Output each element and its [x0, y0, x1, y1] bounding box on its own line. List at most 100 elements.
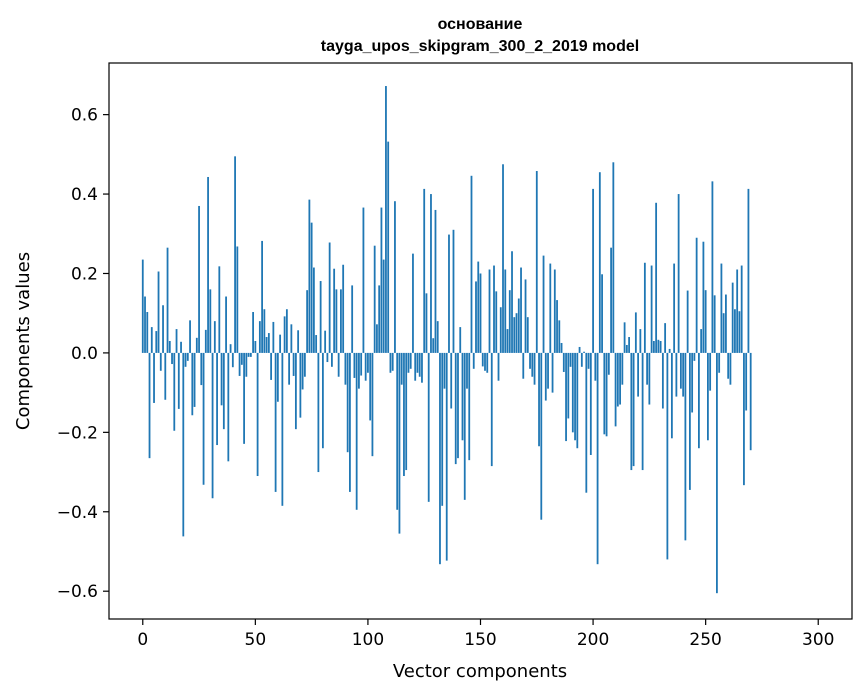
bar — [734, 309, 736, 353]
bar — [488, 269, 491, 353]
bar — [364, 352, 367, 381]
bar — [358, 352, 360, 389]
y-axis-ticks: −0.6 −0.4 −0.2 0.0 0.2 0.4 0.6 — [57, 106, 109, 602]
bar — [270, 352, 273, 380]
bar — [661, 352, 664, 409]
bar — [285, 309, 288, 353]
bar — [484, 352, 486, 371]
bar — [558, 320, 561, 353]
bar — [639, 329, 642, 353]
bar — [218, 266, 221, 353]
bar — [150, 327, 153, 353]
bar — [745, 352, 748, 411]
x-axis-label: Vector components — [393, 661, 567, 682]
bar — [461, 352, 464, 441]
bar — [693, 352, 696, 361]
bar — [547, 352, 549, 389]
bar — [331, 352, 333, 367]
bar — [463, 352, 466, 500]
x-tick-label: 150 — [464, 630, 496, 650]
bar — [587, 352, 590, 369]
bar — [655, 202, 658, 353]
bar — [668, 348, 671, 353]
x-tick-label: 100 — [352, 630, 384, 650]
bar — [513, 317, 516, 353]
bar — [702, 241, 705, 353]
bar — [524, 279, 527, 353]
bar — [376, 324, 378, 353]
bar — [477, 261, 480, 353]
bar — [598, 172, 601, 353]
bar — [430, 194, 432, 353]
x-axis-ticks: 0 50 100 150 200 250 300 — [137, 619, 834, 650]
bar — [623, 322, 626, 353]
bar — [632, 352, 635, 467]
y-tick-label: 0.4 — [71, 185, 98, 205]
bar — [416, 352, 419, 373]
bar — [684, 352, 687, 541]
bar — [643, 262, 646, 353]
bar — [310, 222, 313, 353]
y-tick-label: −0.4 — [57, 503, 98, 523]
bar — [261, 240, 263, 353]
bar — [679, 352, 682, 389]
bar — [292, 352, 295, 376]
bar — [747, 188, 750, 353]
bar — [391, 352, 394, 371]
bar — [308, 199, 311, 353]
bar — [159, 352, 162, 371]
bar — [177, 352, 180, 409]
chart-title: основание — [438, 16, 523, 33]
bar — [229, 344, 232, 353]
bar — [569, 352, 572, 367]
bar — [673, 263, 676, 353]
bar — [220, 352, 223, 406]
bar — [236, 246, 239, 353]
bar — [497, 352, 500, 381]
bar — [506, 329, 509, 353]
bar — [175, 329, 178, 353]
bar — [648, 352, 651, 405]
bar — [675, 352, 678, 397]
bar — [400, 352, 403, 385]
bar — [619, 352, 621, 405]
bar — [245, 352, 248, 377]
bar — [490, 352, 493, 467]
bar — [475, 281, 477, 353]
bar — [468, 352, 471, 461]
bar — [319, 281, 322, 353]
bar — [272, 321, 275, 353]
bar — [641, 352, 644, 471]
bar — [146, 312, 149, 353]
bar — [502, 164, 504, 353]
bar — [616, 352, 619, 407]
bar — [263, 309, 266, 353]
bar — [405, 352, 408, 471]
bar — [209, 289, 212, 353]
bar — [596, 352, 599, 565]
bar — [725, 294, 727, 353]
bar — [565, 352, 567, 442]
bar — [249, 352, 252, 357]
y-tick-label: 0.0 — [71, 344, 98, 364]
bar — [688, 352, 691, 490]
bar — [299, 352, 302, 418]
x-tick-label: 250 — [689, 630, 721, 650]
bar — [493, 265, 495, 353]
bar — [166, 247, 169, 353]
bar — [351, 285, 354, 353]
bar — [716, 352, 718, 594]
bar — [387, 141, 390, 353]
bar — [578, 346, 581, 353]
bar — [562, 352, 565, 372]
bar — [153, 352, 155, 403]
bar — [540, 352, 543, 520]
bar — [186, 352, 189, 361]
bar — [466, 352, 468, 389]
bar — [340, 289, 342, 353]
bar — [247, 352, 250, 357]
bar — [276, 352, 279, 402]
bar — [421, 352, 423, 383]
bar — [670, 352, 673, 439]
chart-subtitle: tayga_upos_skipgram_300_2_2019 model — [321, 38, 639, 55]
